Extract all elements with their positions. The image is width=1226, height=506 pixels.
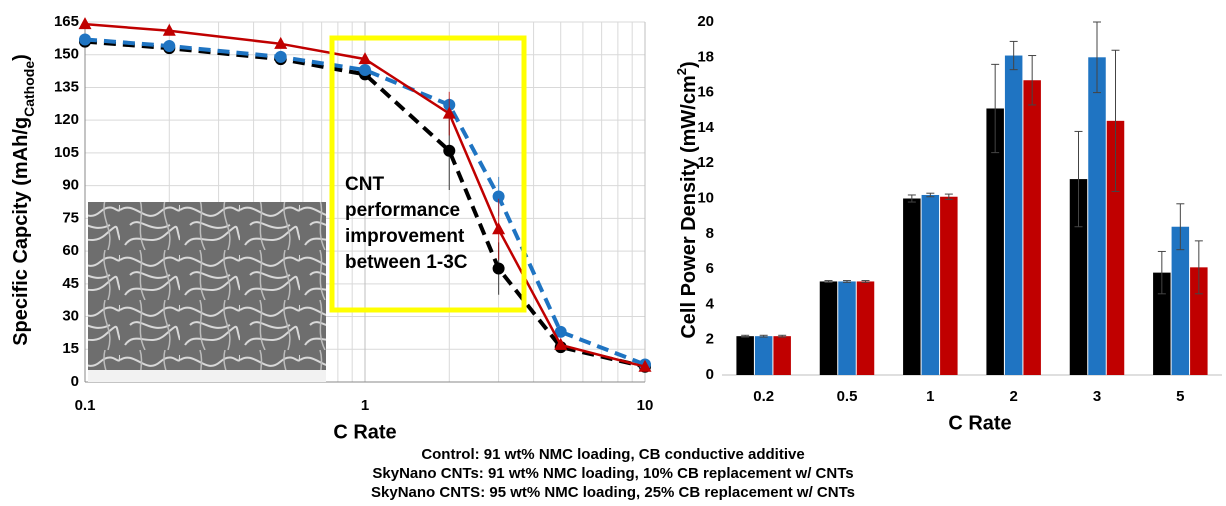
y-tick-label: 0 (71, 373, 79, 390)
x-axis-label: C Rate (333, 421, 396, 443)
y-tick-label: 75 (62, 209, 79, 226)
y-axis-label-part: Cell Power Density (mW/cm (678, 75, 700, 338)
bar (921, 194, 940, 375)
series-line (84, 39, 646, 369)
x-tick-label: 0.5 (837, 388, 858, 405)
bar (1190, 267, 1208, 375)
bar (1153, 272, 1171, 375)
point (78, 17, 92, 30)
bar (736, 336, 754, 375)
bar (903, 198, 921, 375)
point (492, 262, 505, 275)
series-line (84, 22, 646, 368)
y-tick-label: 105 (54, 144, 79, 161)
bar (1004, 55, 1023, 375)
x-tick-label: 5 (1176, 388, 1184, 405)
y-tick-label: 14 (697, 119, 714, 136)
y-axis-label-part: ) (678, 61, 700, 68)
highlight-box (329, 35, 527, 313)
bar (1106, 120, 1125, 375)
y-axis-label-sup: 2 (674, 68, 689, 75)
bar (754, 336, 773, 375)
y-tick-label: 4 (706, 295, 715, 312)
y-tick-label: 15 (62, 340, 79, 357)
y-axis-label-part: ) (10, 54, 32, 61)
point (492, 190, 505, 203)
legend-entry: SkyNano CNTs: 91 wt% NMC loading, 10% CB… (372, 465, 853, 482)
point (638, 359, 652, 372)
x-tick-label: 2 (1009, 388, 1017, 405)
y-tick-label: 8 (706, 225, 714, 242)
x-tick-label: 0.2 (753, 388, 774, 405)
x-tick-label: 0.1 (75, 397, 96, 414)
x-tick-label: 3 (1093, 388, 1101, 405)
bar (986, 108, 1004, 376)
y-axis-label-sub: Cathode (21, 61, 37, 117)
point (274, 50, 287, 63)
point (359, 64, 371, 76)
y-tick-label: 90 (62, 177, 79, 194)
y-tick-label: 2 (706, 331, 714, 348)
x-axis-label: C Rate (948, 412, 1011, 434)
y-tick-label: 20 (697, 13, 714, 30)
point (163, 40, 176, 52)
legend-entry: Control: 91 wt% NMC loading, CB conducti… (421, 446, 804, 463)
bar (1069, 179, 1088, 375)
y-tick-label: 6 (706, 260, 714, 277)
annotation: performance (345, 200, 460, 221)
y-tick-label: 45 (62, 275, 79, 292)
x-tick-label: 10 (637, 397, 654, 414)
annotation: improvement (345, 226, 465, 247)
bar (856, 281, 875, 375)
annotation: CNT (345, 174, 384, 195)
y-axis-label-part: Specific Capcity (mAh/g (10, 117, 32, 346)
point (554, 337, 568, 350)
bar (1088, 57, 1106, 376)
point (162, 23, 176, 36)
y-axis-label: Specific Capcity (mAh/gCathode) (10, 54, 36, 346)
y-tick-label: 10 (697, 189, 714, 206)
sem-inset (88, 202, 326, 370)
x-tick-label: 1 (926, 388, 934, 405)
y-tick-label: 135 (54, 78, 79, 95)
bar (1023, 80, 1041, 376)
y-tick-label: 150 (54, 46, 79, 63)
legend-entry: SkyNano CNTS: 95 wt% NMC loading, 25% CB… (371, 484, 855, 501)
annotation: between 1-3C (345, 252, 468, 273)
y-tick-label: 30 (62, 308, 79, 325)
y-tick-label: 120 (54, 111, 79, 128)
y-tick-label: 60 (62, 242, 79, 259)
bar (819, 281, 838, 375)
point (443, 144, 456, 157)
bar (838, 281, 856, 375)
sem-inset-footer (88, 370, 326, 382)
bar (773, 336, 791, 375)
point (442, 106, 456, 119)
point (358, 52, 372, 65)
y-axis-label: Cell Power Density (mW/cm2) (674, 61, 700, 338)
point (274, 36, 288, 49)
x-tick-label: 1 (361, 397, 369, 414)
y-tick-label: 165 (54, 13, 79, 30)
bar (1171, 226, 1190, 375)
bar (940, 196, 958, 375)
y-tick-label: 12 (697, 154, 714, 171)
point (554, 325, 567, 338)
point (492, 222, 506, 235)
y-tick-label: 16 (697, 84, 714, 101)
point (79, 33, 91, 46)
y-tick-label: 18 (697, 48, 714, 65)
y-tick-label: 0 (706, 366, 714, 383)
